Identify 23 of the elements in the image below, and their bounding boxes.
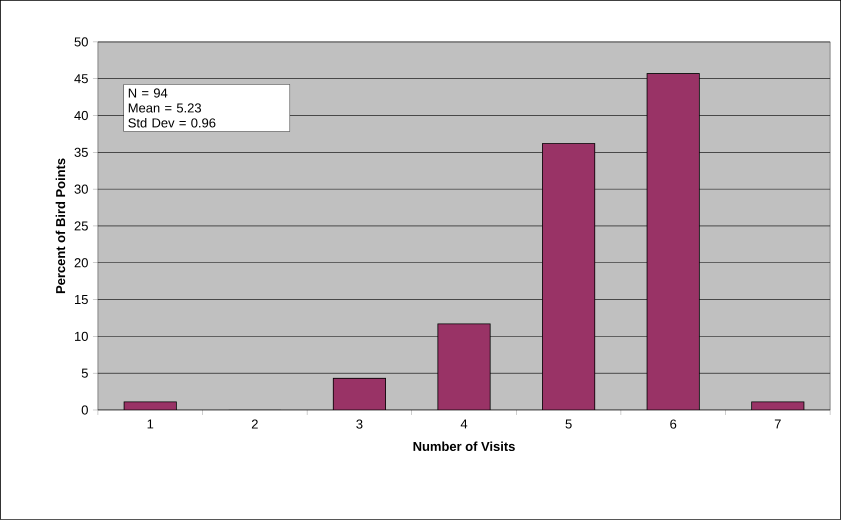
y-tick-label: 40 <box>74 110 88 120</box>
y-tick-label: 50 <box>74 37 88 47</box>
x-tick-label: 1 <box>148 420 154 428</box>
y-tick-label: 25 <box>74 221 88 231</box>
y-tick-label: 30 <box>74 184 88 194</box>
x-axis-title: Number of Visits <box>414 442 515 452</box>
y-axis-title: Percent of Bird Points <box>56 158 66 294</box>
x-tick-label: 4 <box>460 420 468 428</box>
y-tick-label: 45 <box>74 74 88 84</box>
x-tick-label: 6 <box>670 420 676 429</box>
y-tick-label: 15 <box>74 295 88 304</box>
y-tick-label: 20 <box>74 258 88 268</box>
x-tick-label: 2 <box>252 420 258 429</box>
annotation: Std Dev = 0.96 <box>128 118 216 128</box>
x-tick-label: 7 <box>774 420 781 428</box>
annotation: N = 94 <box>128 88 168 98</box>
y-tick-label: 35 <box>74 148 88 157</box>
x-tick-label: 3 <box>356 420 362 429</box>
y-tick-label: 5 <box>82 368 88 378</box>
y-tick-label: 0 <box>82 405 88 415</box>
y-tick-label: 10 <box>74 332 88 341</box>
x-tick-label: 5 <box>566 420 572 429</box>
annotation: Mean = 5.23 <box>128 103 202 113</box>
